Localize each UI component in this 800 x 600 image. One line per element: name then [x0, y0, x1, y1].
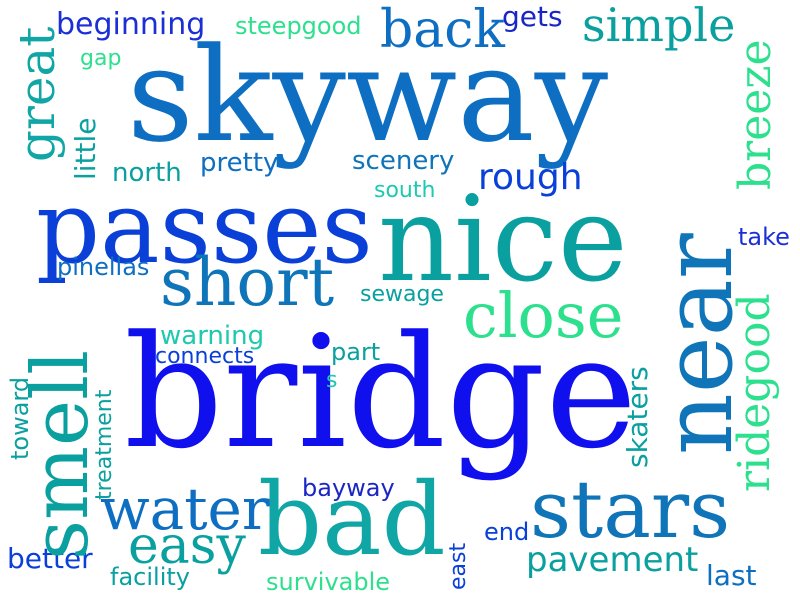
word-end: end [484, 518, 530, 546]
word-passes: passes [36, 169, 373, 286]
word-toward: toward [6, 376, 34, 460]
word-beginning: beginning [56, 7, 206, 42]
word-north: north [112, 158, 182, 188]
word-great: great [8, 26, 66, 162]
word-simple: simple [582, 0, 736, 52]
word-scenery: scenery [352, 146, 455, 176]
word-easy: easy [128, 516, 246, 576]
word-south: south [374, 178, 436, 203]
word-connects: connects [155, 344, 255, 369]
word-last: last [706, 559, 757, 592]
word-take: take [738, 223, 790, 251]
word-east: east [446, 542, 471, 590]
word-pretty: pretty [200, 148, 279, 178]
word-facility: facility [110, 563, 190, 591]
word-back: back [380, 0, 505, 60]
word-sewage: sewage [360, 282, 444, 307]
word-warning: warning [160, 321, 265, 351]
word-pinellas: pinellas [57, 253, 150, 281]
word-short: short [160, 244, 335, 321]
word-bridge: bridge [124, 302, 638, 483]
word-water: water [100, 475, 270, 543]
word-skaters: skaters [621, 366, 654, 468]
word-treatment: treatment [92, 389, 117, 500]
word-stars: stars [530, 463, 731, 556]
word-s: s [326, 368, 338, 393]
word-rough: rough [478, 157, 583, 198]
word-little: little [69, 117, 102, 180]
word-close: close [463, 279, 624, 352]
word-bayway: bayway [302, 474, 395, 502]
word-gets: gets [502, 0, 563, 33]
word-gap: gap [80, 46, 122, 71]
word-ridegood: ridegood [729, 293, 780, 492]
word-survivable: survivable [266, 568, 391, 596]
word-part: part [331, 338, 381, 366]
word-steepgood: steepgood [235, 12, 362, 40]
word-better: better [7, 542, 93, 575]
word-pavement: pavement [526, 540, 699, 580]
word-skyway: skyway [127, 19, 609, 171]
word-breeze: breeze [730, 39, 781, 191]
word-nice: nice [378, 170, 628, 308]
word-bad: bad [258, 461, 446, 578]
